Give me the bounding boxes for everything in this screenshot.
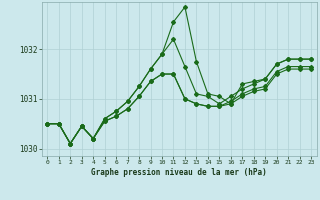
X-axis label: Graphe pression niveau de la mer (hPa): Graphe pression niveau de la mer (hPa) (91, 168, 267, 177)
